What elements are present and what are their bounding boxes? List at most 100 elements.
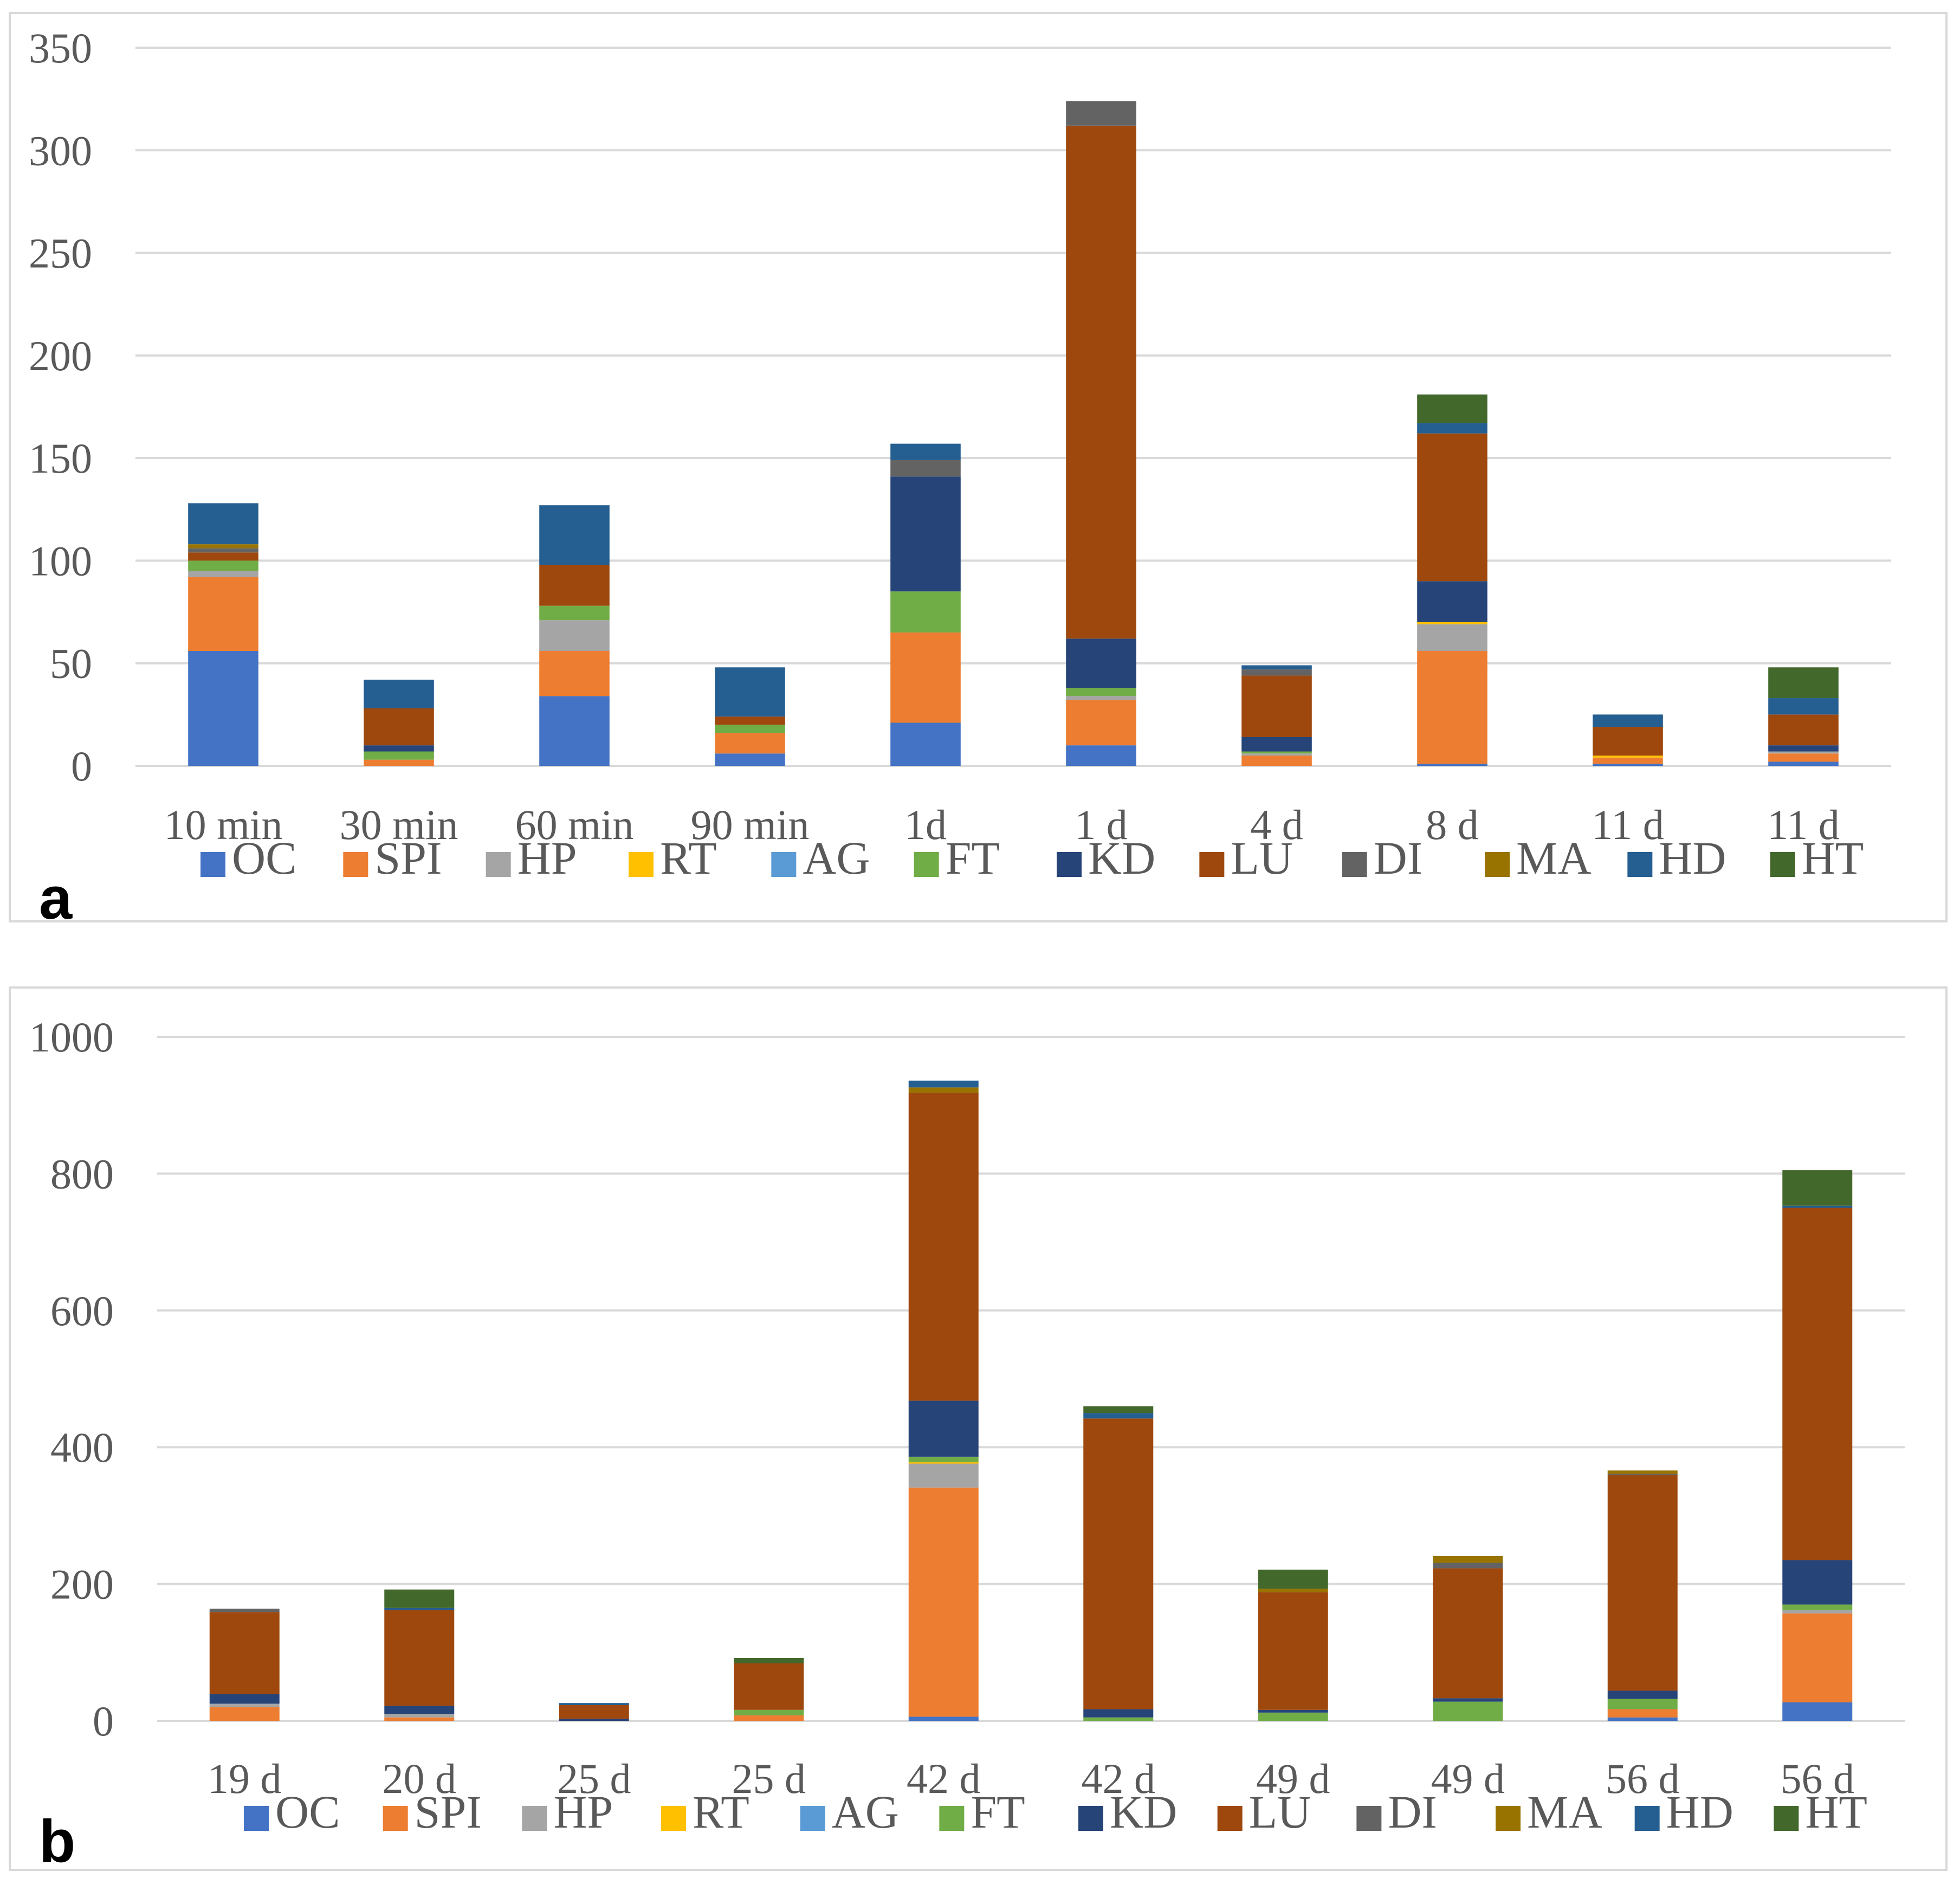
bar-segment-spi xyxy=(384,1717,455,1721)
panel-a-label: a xyxy=(39,865,73,932)
y-tick-label: 300 xyxy=(29,127,92,174)
legend-label-ht: HT xyxy=(1805,1786,1867,1838)
bar-segment-lu xyxy=(1241,675,1312,737)
legend-label-kd: KD xyxy=(1110,1786,1177,1838)
bar-segment-lu xyxy=(1417,433,1487,582)
bar-segment-hd xyxy=(1768,698,1839,715)
legend-swatch-di xyxy=(1356,1806,1382,1831)
bar-segment-hd xyxy=(384,1608,455,1610)
bar-segment-hp xyxy=(908,1463,979,1488)
bar-segment-rt xyxy=(908,1462,979,1464)
legend-swatch-ag xyxy=(800,1806,825,1831)
legend-label-ag: AG xyxy=(832,1786,899,1838)
bar-segment-ht xyxy=(1083,1406,1154,1414)
legend-label-rt: RT xyxy=(693,1786,749,1838)
bar-segment-kd xyxy=(1083,1709,1154,1718)
bar-segment-kd xyxy=(384,1706,455,1714)
bar-segment-lu xyxy=(384,1610,455,1706)
legend-swatch-oc xyxy=(244,1806,269,1831)
bar-segment-lu xyxy=(1593,727,1663,756)
bar-segment-hp xyxy=(209,1703,280,1707)
legend-label-hd: HD xyxy=(1666,1786,1733,1838)
x-category-label: 20 d xyxy=(383,1755,457,1802)
bar-segment-ht xyxy=(1258,1570,1328,1589)
bar-segment-ft xyxy=(188,560,258,571)
y-tick-label: 0 xyxy=(93,1698,114,1745)
bar-segment-lu xyxy=(1083,1418,1154,1709)
legend-swatch-lu xyxy=(1217,1806,1243,1831)
y-tick-label: 1000 xyxy=(29,1014,114,1061)
legend-swatch-hd xyxy=(1634,1806,1660,1831)
legend-label-ft: FT xyxy=(971,1786,1025,1838)
legend-label-spi: SPI xyxy=(374,832,442,884)
bar-segment-lu xyxy=(1607,1475,1678,1691)
y-tick-label: 200 xyxy=(29,332,92,379)
bar-segment-spi xyxy=(209,1707,280,1721)
x-category-label: 1 d xyxy=(1075,801,1128,848)
legend-swatch-kd xyxy=(1057,852,1082,877)
bar-segment-lu xyxy=(364,708,434,746)
legend-swatch-ht xyxy=(1770,852,1795,877)
bar-segment-hd xyxy=(890,443,961,460)
bar-segment-hd xyxy=(1417,423,1487,434)
legend-swatch-lu xyxy=(1199,852,1225,877)
bar-segment-hp xyxy=(1417,624,1487,651)
bar-segment-oc xyxy=(1417,764,1487,766)
x-category-label: 42 d xyxy=(907,1755,981,1802)
bar-segment-ft xyxy=(1241,751,1312,754)
x-category-label: 25 d xyxy=(557,1755,631,1802)
legend-swatch-rt xyxy=(629,852,654,877)
bar-segment-spi xyxy=(1241,756,1312,766)
chart-a-frame xyxy=(9,12,1948,922)
bar-segment-spi xyxy=(1768,753,1839,762)
bar-segment-oc xyxy=(908,1716,979,1721)
bar-segment-ft xyxy=(539,605,610,621)
bar-segment-lu xyxy=(908,1093,979,1401)
bar-segment-ft xyxy=(1782,1604,1853,1610)
bar-segment-hp xyxy=(1066,696,1136,700)
bar-segment-hd xyxy=(1593,714,1663,727)
bar-segment-spi xyxy=(734,1715,804,1721)
bar-segment-ma xyxy=(908,1087,979,1093)
chart-panel-b: 0 200 400 600 800 1000 19 d 20 d 25 d 25 d 42 d 42… xyxy=(0,981,1960,1878)
legend-label-hp: HP xyxy=(518,832,577,884)
bar-segment-lu xyxy=(1782,1208,1853,1560)
legend-swatch-hp xyxy=(486,852,511,877)
legend-swatch-rt xyxy=(661,1806,686,1831)
bar-segment-oc xyxy=(715,753,785,766)
x-category-label: 1d xyxy=(904,801,947,848)
legend-swatch-ma xyxy=(1496,1806,1521,1831)
legend-swatch-ft xyxy=(939,1806,965,1831)
legend-label-lu: LU xyxy=(1231,832,1293,884)
bar-segment-ma xyxy=(188,544,258,548)
legend-swatch-kd xyxy=(1078,1806,1103,1831)
bar-segment-spi xyxy=(1417,651,1487,764)
x-category-label: 42 d xyxy=(1082,1755,1156,1802)
legend-label-ht: HT xyxy=(1802,832,1864,884)
bar-segment-kd xyxy=(890,476,961,592)
bar-segment-spi xyxy=(1607,1709,1678,1718)
legend-label-hd: HD xyxy=(1659,832,1726,884)
bar-segment-kd xyxy=(1241,737,1312,752)
bar-segment-hd xyxy=(1782,1205,1853,1208)
legend-label-di: DI xyxy=(1388,1786,1437,1838)
chart-panel-a: 0 50 100 150 200 250 300 350 10 min 30 min 60 min… xyxy=(0,0,1960,932)
bar-segment-di xyxy=(1066,101,1136,126)
y-tick-label: 100 xyxy=(29,537,92,584)
bar-segment-oc xyxy=(539,696,610,766)
legend-swatch-spi xyxy=(343,852,368,877)
bar-segment-lu xyxy=(539,565,610,606)
bar-segment-ft xyxy=(364,751,434,760)
bar-segment-oc xyxy=(1768,761,1839,766)
bar-segment-spi xyxy=(364,759,434,766)
legend-swatch-ag xyxy=(771,852,797,877)
bar-segment-spi xyxy=(1066,700,1136,746)
bar-segment-hd xyxy=(908,1080,979,1088)
bar-segment-di xyxy=(890,460,961,477)
legend-label-rt: RT xyxy=(660,832,717,884)
bar-segment-kd xyxy=(1782,1560,1853,1605)
bar-segment-ft xyxy=(890,591,961,633)
bar-segment-hp xyxy=(1241,753,1312,756)
x-category-label: 11 d xyxy=(1767,801,1840,848)
x-category-label: 19 d xyxy=(208,1755,282,1802)
